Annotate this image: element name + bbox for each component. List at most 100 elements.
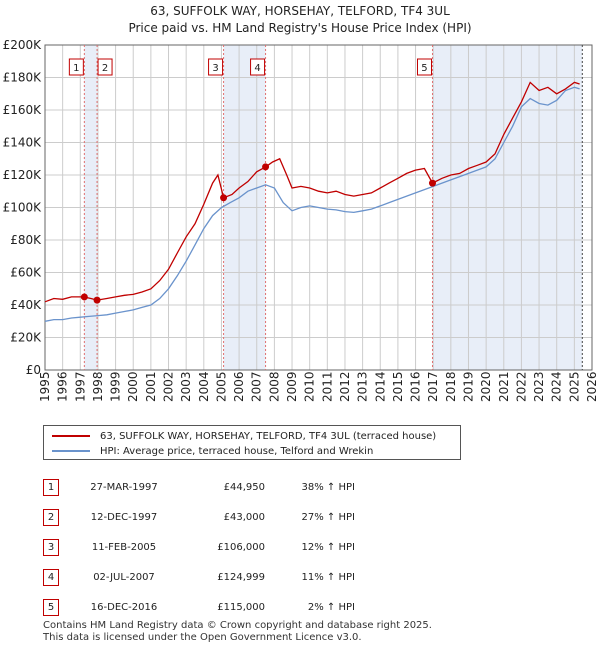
x-tick-label: 2020 bbox=[479, 371, 493, 402]
x-tick-label: 1997 bbox=[73, 371, 87, 402]
legend-label-price: 63, SUFFOLK WAY, HORSEHAY, TELFORD, TF4 … bbox=[100, 430, 437, 442]
x-tick-label: 1998 bbox=[91, 371, 105, 402]
sale-date: 11-FEB-2005 bbox=[91, 541, 157, 553]
sale-date: 12-DEC-1997 bbox=[90, 511, 158, 523]
x-tick-label: 2014 bbox=[373, 371, 387, 402]
sale-hpi-diff: 11% ↑ HPI bbox=[301, 571, 355, 583]
x-tick-label: 2005 bbox=[214, 371, 228, 402]
sale-price: £43,000 bbox=[223, 511, 265, 523]
legend-label-hpi: HPI: Average price, terraced house, Telf… bbox=[100, 445, 374, 457]
sale-point bbox=[220, 194, 228, 202]
table-row: 1 27-MAR-1997 £44,950 38% ↑ HPI bbox=[43, 472, 355, 502]
sale-label-box bbox=[68, 58, 84, 76]
table-row: 5 16-DEC-2016 £115,000 2% ↑ HPI bbox=[43, 592, 355, 622]
sale-number-badge: 4 bbox=[43, 568, 59, 586]
x-tick-label: 2000 bbox=[126, 371, 140, 402]
sale-label-box bbox=[250, 58, 266, 76]
y-tick-label: £20K bbox=[10, 331, 42, 345]
sale-point bbox=[80, 293, 88, 301]
x-tick-label: 2015 bbox=[391, 371, 405, 402]
hpi-series-line bbox=[44, 86, 580, 322]
sale-label-number: 1 bbox=[73, 63, 79, 74]
sale-date: 27-MAR-1997 bbox=[90, 481, 158, 493]
table-row: 4 02-JUL-2007 £124,999 11% ↑ HPI bbox=[43, 562, 355, 592]
footer-copyright: Contains HM Land Registry data © Crown c… bbox=[43, 620, 432, 631]
y-tick-label: £200K bbox=[3, 38, 43, 52]
sale-point bbox=[262, 163, 270, 171]
x-tick-label: 2021 bbox=[497, 371, 511, 402]
sale-number-badge: 1 bbox=[43, 478, 59, 496]
x-tick-label: 2018 bbox=[444, 371, 458, 402]
x-tick-label: 2012 bbox=[338, 371, 352, 402]
x-tick-label: 2001 bbox=[144, 371, 158, 402]
price-series-line bbox=[44, 81, 580, 303]
sale-label-number: 4 bbox=[254, 63, 260, 74]
sale-date: 02-JUL-2007 bbox=[93, 571, 155, 583]
legend-swatch-price bbox=[52, 435, 90, 437]
table-row: 2 12-DEC-1997 £43,000 27% ↑ HPI bbox=[43, 502, 355, 532]
sale-price: £44,950 bbox=[223, 481, 265, 493]
x-tick-label: 1995 bbox=[38, 371, 52, 402]
footer: Contains HM Land Registry data © Crown c… bbox=[43, 620, 432, 644]
sale-hpi-diff: 12% ↑ HPI bbox=[301, 541, 355, 553]
sale-number-badge: 2 bbox=[43, 508, 59, 526]
table-row: 3 11-FEB-2005 £106,000 12% ↑ HPI bbox=[43, 532, 355, 562]
y-tick-label: £180K bbox=[3, 71, 43, 85]
x-tick-label: 2011 bbox=[320, 371, 334, 402]
plot-area bbox=[44, 44, 593, 371]
sale-point bbox=[428, 179, 436, 187]
sale-label-number: 5 bbox=[421, 63, 427, 74]
legend-swatch-hpi bbox=[52, 450, 90, 452]
x-tick-label: 2008 bbox=[267, 371, 281, 402]
x-tick-label: 2003 bbox=[179, 371, 193, 402]
sale-label-box bbox=[97, 58, 113, 76]
x-tick-label: 2009 bbox=[285, 371, 299, 402]
sale-label-box bbox=[416, 58, 432, 76]
x-tick-label: 2022 bbox=[514, 371, 528, 402]
chart-subtitle: Price paid vs. HM Land Registry's House … bbox=[128, 21, 472, 35]
x-tick-label: 1999 bbox=[109, 371, 123, 402]
sale-number-badge: 3 bbox=[43, 538, 59, 556]
x-tick-label: 1996 bbox=[56, 371, 70, 402]
price-chart: 1 2 3 4 5 £0 £20K £40K £60K £80K £100K £120K £140K £1… bbox=[3, 38, 599, 402]
y-tick-label: £80K bbox=[10, 233, 42, 247]
sale-price: £124,999 bbox=[217, 571, 265, 583]
y-tick-label: £0 bbox=[26, 363, 41, 377]
sale-label-box bbox=[208, 58, 224, 76]
footer-license: This data is licensed under the Open Gov… bbox=[43, 632, 362, 643]
chart-title: 63, SUFFOLK WAY, HORSEHAY, TELFORD, TF4 … bbox=[150, 4, 450, 18]
sale-hpi-diff: 38% ↑ HPI bbox=[301, 481, 355, 493]
x-tick-label: 2010 bbox=[303, 371, 317, 402]
y-tick-label: £140K bbox=[3, 136, 43, 150]
x-tick-label: 2017 bbox=[426, 371, 440, 402]
sale-hpi-diff: 2% ↑ HPI bbox=[307, 601, 355, 613]
sales-table: 1 27-MAR-1997 £44,950 38% ↑ HPI 2 12-DEC… bbox=[43, 472, 355, 622]
x-tick-label: 2026 bbox=[585, 371, 599, 402]
sale-date: 16-DEC-2016 bbox=[90, 601, 158, 613]
y-tick-label: £120K bbox=[3, 168, 43, 182]
sale-number-badge: 5 bbox=[43, 598, 59, 616]
y-tick-label: £60K bbox=[10, 266, 42, 280]
y-tick-label: £100K bbox=[3, 201, 43, 215]
y-tick-label: £160K bbox=[3, 103, 43, 117]
x-tick-label: 2007 bbox=[250, 371, 264, 402]
sale-price: £106,000 bbox=[217, 541, 265, 553]
x-tick-label: 2025 bbox=[567, 371, 581, 402]
sale-label-number: 3 bbox=[212, 63, 218, 74]
x-tick-label: 2023 bbox=[532, 371, 546, 402]
x-tick-label: 2002 bbox=[162, 371, 176, 402]
sale-label-number: 2 bbox=[102, 63, 108, 74]
x-tick-label: 2013 bbox=[356, 371, 370, 402]
y-tick-label: £40K bbox=[10, 298, 42, 312]
x-tick-label: 2006 bbox=[232, 371, 246, 402]
x-tick-label: 2016 bbox=[409, 371, 423, 402]
x-tick-label: 2024 bbox=[550, 371, 564, 402]
legend-item-price: 63, SUFFOLK WAY, HORSEHAY, TELFORD, TF4 … bbox=[52, 429, 436, 443]
legend-item-hpi: HPI: Average price, terraced house, Telf… bbox=[52, 444, 373, 458]
x-tick-label: 2019 bbox=[461, 371, 475, 402]
sale-price: £115,000 bbox=[217, 601, 265, 613]
sale-point bbox=[93, 296, 101, 304]
chart-legend: 63, SUFFOLK WAY, HORSEHAY, TELFORD, TF4 … bbox=[43, 425, 461, 460]
x-tick-label: 2004 bbox=[197, 371, 211, 402]
sale-hpi-diff: 27% ↑ HPI bbox=[301, 511, 355, 523]
